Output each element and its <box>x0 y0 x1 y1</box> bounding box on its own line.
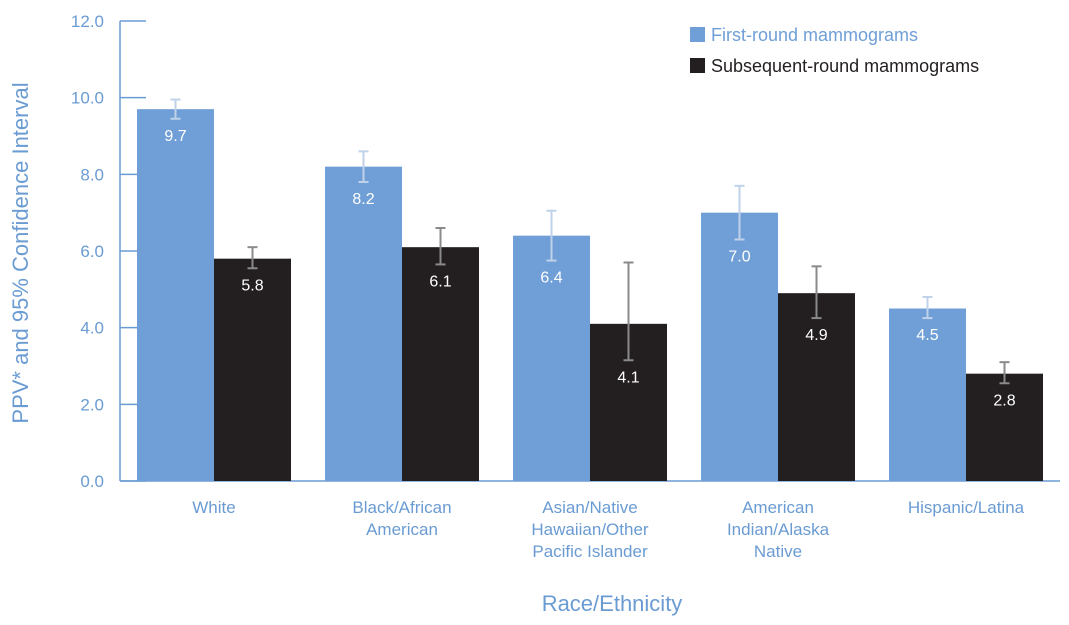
x-tick-label-line: Hawaiian/Other <box>531 520 649 539</box>
error-bar <box>247 246 258 270</box>
x-tick-label: Black/African American <box>352 498 451 539</box>
x-tick-label: Hispanic/Latina <box>908 498 1025 517</box>
bars <box>137 109 1043 482</box>
y-tick-label: 2.0 <box>80 395 104 414</box>
y-tick-label: 0.0 <box>80 472 104 491</box>
x-tick-label-line: Black/African <box>352 498 451 517</box>
error-bar <box>922 296 933 320</box>
x-tick-label-line: Asian/Native <box>542 498 637 517</box>
x-tick-label-line: Pacific Islander <box>532 542 648 561</box>
y-axis-title: PPV* and 95% Confidence Interval <box>8 82 33 423</box>
data-label: 4.1 <box>617 369 639 386</box>
bar-subsequent-round <box>214 258 291 481</box>
bar-first-round <box>701 212 778 481</box>
y-tick-label: 10.0 <box>71 89 104 108</box>
bar-first-round <box>889 308 966 481</box>
y-tick-label: 8.0 <box>80 165 104 184</box>
legend-swatch-first-round <box>690 27 705 42</box>
x-tick-label: Asian/Native Hawaiian/Other Pacific Island… <box>531 498 649 561</box>
bar-first-round <box>137 109 214 482</box>
y-tick-label: 4.0 <box>80 319 104 338</box>
error-bar <box>623 261 634 362</box>
error-bar <box>811 265 822 320</box>
y-tick-label: 6.0 <box>80 242 104 261</box>
x-tick-label-line: Indian/Alaska <box>727 520 830 539</box>
legend-label-subsequent-round: Subsequent-round mammograms <box>711 56 979 76</box>
error-bar <box>734 184 745 241</box>
legend-swatch-subsequent-round <box>690 58 705 73</box>
legend-label-first-round: First-round mammograms <box>711 25 918 45</box>
data-label: 5.8 <box>241 277 263 294</box>
bar-first-round <box>325 166 402 481</box>
data-label: 7.0 <box>728 249 750 266</box>
legend: First-round mammograms Subsequent-round … <box>690 25 979 76</box>
data-label: 2.8 <box>993 392 1015 409</box>
y-tick-label: 12.0 <box>71 12 104 31</box>
x-tick-label-line: American <box>366 520 438 539</box>
x-axis-title: Race/Ethnicity <box>542 591 683 616</box>
x-tick-label-line: White <box>192 498 235 517</box>
data-label: 6.1 <box>429 273 451 290</box>
bar-subsequent-round <box>966 373 1043 481</box>
data-label: 8.2 <box>352 191 374 208</box>
error-bar <box>546 209 557 262</box>
x-tick-label-line: American <box>742 498 814 517</box>
error-bars <box>170 98 1010 385</box>
data-label: 4.9 <box>805 327 827 344</box>
error-bar <box>435 227 446 266</box>
bar-first-round <box>513 235 590 481</box>
data-label: 9.7 <box>164 128 186 145</box>
category-labels: White Black/African American Asian/Native Ha… <box>192 498 1024 561</box>
data-label: 6.4 <box>540 270 562 287</box>
data-labels: 9.7 5.8 8.2 6.1 6.4 4.1 7.0 4.9 4.5 2.8 <box>164 128 1015 410</box>
error-bar <box>999 361 1010 385</box>
x-tick-label: White <box>192 498 235 517</box>
error-bar <box>170 98 181 120</box>
x-tick-label: American Indian/Alaska Native <box>727 498 830 561</box>
x-tick-label-line: Hispanic/Latina <box>908 498 1025 517</box>
data-label: 4.5 <box>916 327 938 344</box>
bar-subsequent-round <box>778 293 855 481</box>
bar-subsequent-round <box>402 247 479 481</box>
error-bar <box>358 150 369 183</box>
x-tick-label-line: Native <box>754 542 802 561</box>
